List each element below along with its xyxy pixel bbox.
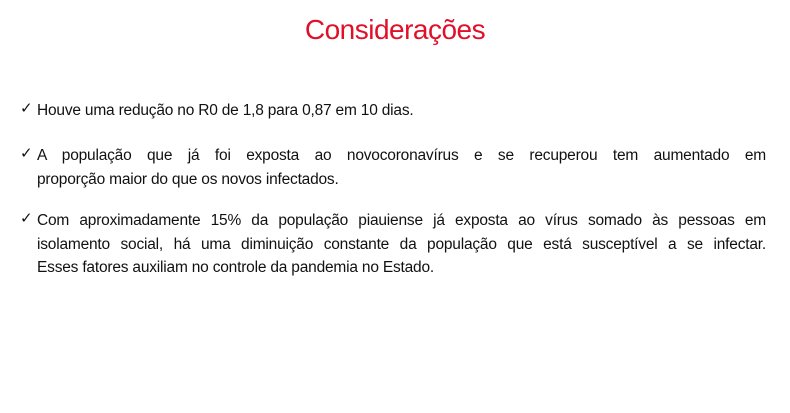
- bullet-item: ✓ Com aproximadamente 15% da população p…: [20, 209, 766, 280]
- bullet-text: Esses fatores auxiliam no controle da pa…: [37, 259, 435, 276]
- bullet-text: proporção maior do que os novos infectad…: [37, 170, 339, 188]
- bullet-text: Houve uma redução no R0 de 1,8 para 0,87…: [37, 102, 414, 119]
- slide-title: Considerações: [304, 14, 486, 45]
- bullet-item: ✓ Houve uma redução no R0 de 1,8 para 0,…: [20, 99, 766, 123]
- bullet-text: Com aproximadamente 15% da população pia…: [37, 212, 766, 229]
- bullet-item: ✓ A população que já foi exposta ao novo…: [20, 144, 766, 191]
- check-mark-icon: ✓: [20, 145, 33, 162]
- check-mark-icon: ✓: [20, 100, 33, 117]
- bullet-text: A população que já foi exposta ao novoco…: [37, 147, 766, 164]
- bullet-text: isolamento social, há uma diminuição con…: [37, 235, 766, 253]
- check-mark-icon: ✓: [20, 210, 33, 227]
